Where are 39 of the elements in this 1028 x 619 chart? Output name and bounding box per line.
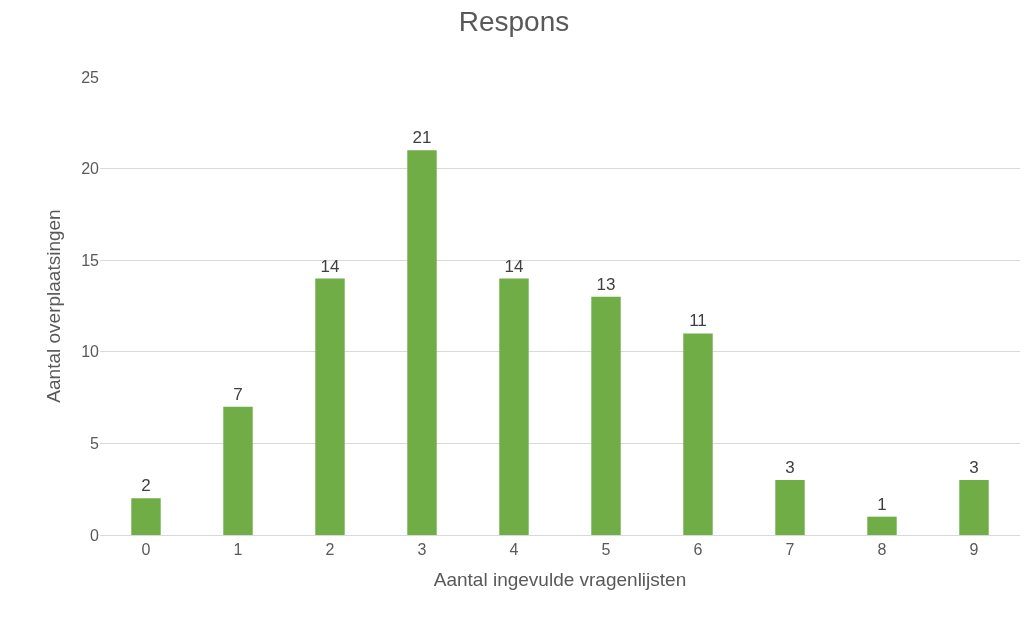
- bar: [407, 150, 437, 535]
- bar: [775, 480, 805, 535]
- bar: [131, 498, 161, 535]
- data-label: 3: [785, 458, 795, 478]
- data-label: 7: [233, 384, 243, 404]
- data-label: 14: [320, 256, 340, 276]
- data-label: 21: [412, 128, 432, 148]
- x-tick-label: 3: [417, 541, 427, 559]
- y-tick-label: 5: [90, 435, 100, 452]
- y-tick-label: 25: [81, 68, 100, 86]
- y-tick-label: 10: [81, 343, 100, 361]
- bar: [959, 480, 989, 535]
- data-label: 3: [969, 458, 979, 478]
- x-axis-title: Aantal ingevulde vragenlijsten: [433, 569, 687, 590]
- y-tick-label: 0: [90, 526, 100, 544]
- x-tick-label: 1: [233, 541, 243, 559]
- y-axis-title: Aantal overplaatsingen: [43, 209, 65, 403]
- y-tick-label: 15: [81, 251, 100, 269]
- chart-title: Respons: [458, 6, 570, 38]
- x-tick-label: 9: [969, 541, 979, 559]
- x-tick-label: 0: [141, 541, 151, 559]
- data-label: 11: [689, 311, 707, 331]
- bar: [683, 333, 713, 535]
- bar: [223, 406, 253, 535]
- bar: [315, 278, 345, 535]
- x-tick-label: 8: [877, 541, 887, 559]
- bar: [499, 278, 529, 535]
- x-tick-label: 4: [509, 541, 519, 559]
- x-tick-label: 5: [601, 541, 611, 559]
- bar: [867, 516, 897, 535]
- x-tick-label: 7: [785, 541, 795, 559]
- data-label: 1: [877, 494, 887, 514]
- y-tick-label: 20: [81, 160, 100, 178]
- x-tick-label: 6: [693, 541, 703, 559]
- data-label: 2: [141, 476, 151, 496]
- x-tick-label: 2: [325, 541, 335, 559]
- data-label: 13: [596, 274, 616, 294]
- bar: [591, 296, 621, 535]
- data-label: 14: [504, 256, 524, 276]
